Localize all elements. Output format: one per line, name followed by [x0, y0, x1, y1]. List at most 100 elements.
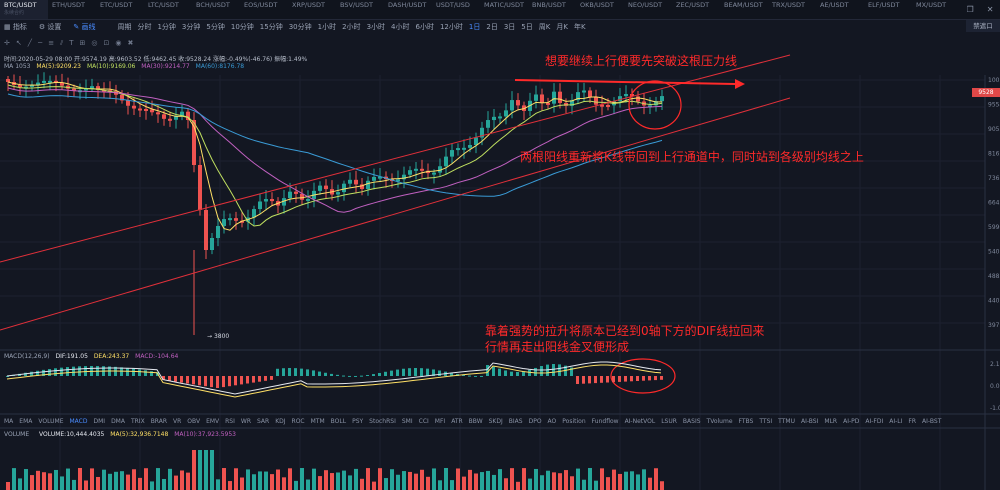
interval-option[interactable]: 2小时 — [342, 23, 361, 31]
indicator-option[interactable]: TVolume — [706, 418, 733, 425]
indicator-option[interactable]: SMI — [401, 418, 413, 425]
lock-icon[interactable]: ⊡ — [103, 39, 110, 47]
indicator-option[interactable]: BRAR — [150, 418, 168, 425]
hline-tool-icon[interactable]: ─ — [37, 39, 43, 47]
indicator-option[interactable]: BOLL — [330, 418, 347, 425]
close-icon[interactable]: ✕ — [986, 5, 994, 14]
indicator-option[interactable]: FR — [908, 418, 917, 425]
indicator-option[interactable]: DMA — [111, 418, 125, 425]
indicator-option[interactable]: MA — [4, 418, 14, 425]
indicator-option[interactable]: DMI — [93, 418, 106, 425]
interval-option[interactable]: 1分钟 — [157, 23, 176, 31]
symbol-tab[interactable]: LTC/USDT — [144, 0, 192, 19]
symbol-tab[interactable]: DASH/USDT — [384, 0, 432, 19]
indicator-option[interactable]: TTSI — [759, 418, 773, 425]
symbol-tab[interactable]: USDT/USD — [432, 0, 480, 19]
indicator-option[interactable]: SAR — [257, 418, 270, 425]
interval-option[interactable]: 30分钟 — [288, 23, 312, 31]
indicator-button[interactable]: ▦ 指标 — [4, 23, 27, 31]
indicator-option[interactable]: FTBS — [738, 418, 754, 425]
fib-tool-icon[interactable]: ≡ — [48, 39, 55, 47]
indicator-option[interactable]: AI-NetVOL — [624, 418, 656, 425]
indicator-option[interactable]: BIAS — [508, 418, 523, 425]
interval-option[interactable]: 1日 — [468, 23, 481, 31]
indicator-option[interactable]: WR — [240, 418, 251, 425]
symbol-tab[interactable]: ETC/USDT — [96, 0, 144, 19]
symbol-tab[interactable]: NEO/USDT — [624, 0, 672, 19]
settings-button[interactable]: ⚙ 设置 — [38, 23, 62, 31]
symbol-tab[interactable]: ETH/USDT — [48, 0, 96, 19]
symbol-tab[interactable]: TRX/USDT — [768, 0, 816, 19]
interval-option[interactable]: 3分钟 — [181, 23, 201, 31]
indicator-option[interactable]: MLR — [824, 418, 838, 425]
symbol-tab[interactable]: MATIC/USDT — [480, 0, 528, 19]
indicator-option[interactable]: CCI — [418, 418, 429, 425]
indicator-option[interactable]: Fundflow — [591, 418, 619, 425]
indicator-option[interactable]: SKDJ — [488, 418, 503, 425]
interval-option[interactable]: 15分钟 — [259, 23, 283, 31]
interval-option[interactable]: 年K — [573, 23, 586, 31]
draw-button[interactable]: ✎ 画线 — [73, 23, 96, 31]
interval-option[interactable]: 分时 — [137, 23, 152, 31]
indicator-option[interactable]: VR — [173, 418, 182, 425]
interval-option[interactable]: 4小时 — [391, 23, 410, 31]
symbol-tab[interactable]: ELF/USDT — [864, 0, 912, 19]
indicator-option[interactable]: AO — [547, 418, 557, 425]
interval-option[interactable]: 10分钟 — [230, 23, 254, 31]
indicator-option[interactable]: DPO — [528, 418, 542, 425]
indicator-option[interactable]: BASIS — [682, 418, 701, 425]
indicator-option[interactable]: KDJ — [275, 418, 286, 425]
indicator-option[interactable]: MACD — [69, 418, 88, 425]
indicator-option[interactable]: AI-FDI — [865, 418, 884, 425]
magnet-icon[interactable]: ◎ — [91, 39, 98, 47]
right-toolbar-button[interactable]: 禁遮口 — [966, 20, 1000, 32]
indicator-option[interactable]: AI-LI — [889, 418, 903, 425]
channel-tool-icon[interactable]: ⫽ — [60, 38, 64, 47]
indicator-option[interactable]: ATR — [451, 418, 463, 425]
symbol-tab[interactable]: BCH/USDT — [192, 0, 240, 19]
indicator-option[interactable]: PSY — [352, 418, 364, 425]
indicator-option[interactable]: TTMU — [778, 418, 795, 425]
indicator-option[interactable]: StochRSI — [369, 418, 396, 425]
eye-icon[interactable]: ◉ — [115, 39, 122, 47]
interval-option[interactable]: 3日 — [503, 23, 516, 31]
measure-tool-icon[interactable]: ⊞ — [79, 39, 86, 47]
interval-option[interactable]: 6小时 — [415, 23, 434, 31]
symbol-tab[interactable]: AE/USDT — [816, 0, 864, 19]
indicator-option[interactable]: MTM — [310, 418, 325, 425]
symbol-tab[interactable]: BNB/USDT — [528, 0, 576, 19]
indicator-option[interactable]: RSI — [225, 418, 235, 425]
interval-option[interactable]: 2日 — [486, 23, 498, 31]
symbol-tab[interactable]: BTC/USDT 永续合约 — [0, 0, 48, 19]
interval-option[interactable]: 1小时 — [317, 23, 337, 31]
indicator-option[interactable]: AI-BST — [922, 418, 942, 425]
interval-option[interactable]: 5分钟 — [206, 23, 225, 31]
indicator-option[interactable]: TRIX — [130, 418, 145, 425]
indicator-option[interactable]: LSUR — [661, 418, 677, 425]
indicator-option[interactable]: AI-BSI — [800, 418, 819, 425]
indicator-option[interactable]: EMA — [19, 418, 33, 425]
interval-option[interactable]: 3小时 — [366, 23, 386, 31]
trash-icon[interactable]: ✖ — [127, 39, 134, 47]
indicator-option[interactable]: MFI — [434, 418, 446, 425]
restore-icon[interactable]: ❐ — [966, 5, 974, 14]
indicator-option[interactable]: BBW — [468, 418, 483, 425]
indicator-option[interactable]: VOLUME — [38, 418, 64, 425]
interval-option[interactable]: 5日 — [521, 23, 533, 31]
indicator-option[interactable]: AI-PD — [843, 418, 860, 425]
indicator-option[interactable]: ROC — [291, 418, 305, 425]
symbol-tab[interactable]: ZEC/USDT — [672, 0, 720, 19]
symbol-tab[interactable]: OKB/USDT — [576, 0, 624, 19]
symbol-tab[interactable]: MX/USDT — [912, 0, 960, 19]
indicator-option[interactable]: OBV — [187, 418, 201, 425]
line-tool-icon[interactable]: ╱ — [27, 39, 32, 47]
interval-option[interactable]: 12小时 — [439, 23, 463, 31]
text-tool-icon[interactable]: T — [69, 39, 74, 47]
symbol-tab[interactable]: EOS/USDT — [240, 0, 288, 19]
crosshair-icon[interactable]: ✛ — [4, 39, 10, 47]
symbol-tab[interactable]: BEAM/USDT — [720, 0, 768, 19]
indicator-option[interactable]: Position — [562, 418, 586, 425]
symbol-tab[interactable]: BSV/USDT — [336, 0, 384, 19]
indicator-option[interactable]: EMV — [206, 418, 220, 425]
